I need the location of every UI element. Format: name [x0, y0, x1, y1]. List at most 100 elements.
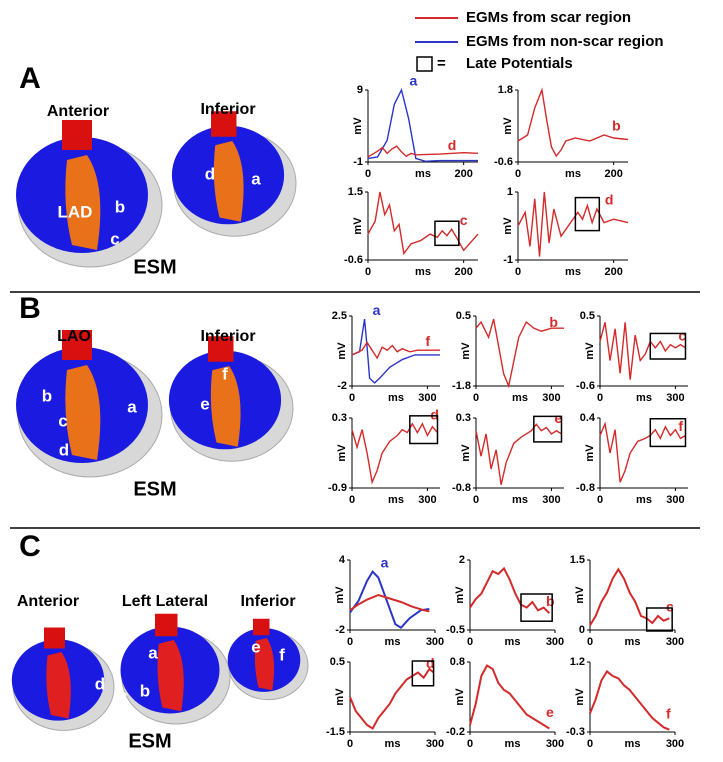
- y-tick-label: -0.8: [576, 482, 595, 494]
- x-tick-label: 300: [666, 636, 684, 648]
- trace-label: f: [666, 705, 671, 721]
- map-label: ESM: [133, 256, 176, 278]
- trace-label: a: [409, 73, 417, 89]
- y-tick-label: 4: [339, 554, 346, 566]
- y-axis-label: mV: [502, 217, 514, 235]
- x-tick-label: 300: [418, 494, 436, 506]
- region-label: e: [251, 637, 260, 656]
- y-tick-label: -0.8: [452, 482, 471, 494]
- legend-label: Late Potentials: [466, 55, 573, 72]
- y-tick-label: 1.5: [570, 554, 585, 566]
- panel-letter: C: [19, 530, 41, 563]
- x-tick-label: 0: [515, 266, 521, 278]
- view-title: Anterior: [47, 103, 109, 120]
- view-title: LAO: [57, 328, 91, 345]
- x-tick-label: 200: [454, 168, 472, 180]
- x-axis-label: ms: [636, 494, 652, 506]
- y-tick-label: 2.5: [332, 310, 347, 322]
- y-axis-label: mV: [334, 688, 346, 706]
- x-axis-label: ms: [512, 392, 528, 404]
- region-label: c: [58, 411, 67, 430]
- trace-label: c: [460, 212, 468, 228]
- x-tick-label: 300: [546, 738, 564, 750]
- x-axis-label: ms: [388, 494, 404, 506]
- x-tick-label: 300: [542, 494, 560, 506]
- y-tick-label: -1.8: [452, 380, 471, 392]
- y-tick-label: -0.6: [576, 380, 595, 392]
- x-axis-label: ms: [625, 738, 641, 750]
- region-label: c: [118, 686, 127, 705]
- trace-label: f: [425, 333, 430, 349]
- region-label: d: [95, 674, 105, 693]
- x-tick-label: 300: [426, 738, 444, 750]
- y-tick-label: 0.4: [580, 412, 596, 424]
- region-label: a: [127, 397, 137, 416]
- panel-letter: B: [19, 292, 41, 325]
- x-axis-label: ms: [565, 266, 581, 278]
- x-axis-label: ms: [385, 738, 401, 750]
- y-axis-label: mV: [336, 444, 348, 462]
- y-tick-label: -0.6: [344, 254, 363, 266]
- y-tick-label: -0.6: [494, 156, 513, 168]
- x-tick-label: 200: [454, 266, 472, 278]
- y-tick-label: 0.3: [456, 412, 471, 424]
- x-axis-label: ms: [388, 392, 404, 404]
- region-label: f: [279, 645, 285, 664]
- region-label: b: [115, 197, 125, 216]
- region-label: c: [110, 229, 119, 248]
- x-tick-label: 0: [587, 636, 593, 648]
- trace-label: a: [381, 554, 389, 570]
- y-axis-label: mV: [352, 217, 364, 235]
- map-label: ESM: [128, 730, 171, 752]
- region-label: d: [205, 164, 215, 183]
- x-axis-label: ms: [565, 168, 581, 180]
- x-tick-label: 0: [515, 168, 521, 180]
- region-label: a: [148, 643, 158, 662]
- y-tick-label: -1.5: [326, 726, 345, 738]
- view-title: Inferior: [200, 101, 255, 118]
- x-axis-label: ms: [385, 636, 401, 648]
- region-label: f: [222, 364, 228, 383]
- x-tick-label: 0: [597, 392, 603, 404]
- legend-label: EGMs from scar region: [466, 9, 631, 26]
- x-tick-label: 200: [604, 266, 622, 278]
- x-tick-label: 300: [546, 636, 564, 648]
- y-tick-label: 1.2: [570, 656, 585, 668]
- y-tick-label: -0.5: [446, 624, 465, 636]
- vessel: [253, 619, 270, 636]
- region-label: b: [42, 386, 52, 405]
- trace-label: d: [448, 137, 457, 153]
- x-tick-label: 0: [473, 494, 479, 506]
- x-tick-label: 0: [467, 738, 473, 750]
- y-tick-label: 1.5: [348, 186, 363, 198]
- trace-label: d: [605, 192, 614, 208]
- x-tick-label: 0: [365, 266, 371, 278]
- y-tick-label: -0.3: [566, 726, 585, 738]
- trace-label: b: [546, 593, 555, 609]
- x-axis-label: ms: [512, 494, 528, 506]
- y-axis-label: mV: [454, 586, 466, 604]
- y-tick-label: 1: [507, 186, 513, 198]
- x-tick-label: 300: [418, 392, 436, 404]
- x-tick-label: 0: [473, 392, 479, 404]
- panel-letter: A: [19, 62, 41, 95]
- y-tick-label: -1: [353, 156, 363, 168]
- trace-label: b: [612, 118, 621, 134]
- y-tick-label: 0.5: [580, 310, 595, 322]
- y-axis-label: mV: [574, 586, 586, 604]
- legend-sign: =: [437, 55, 446, 72]
- view-title: Inferior: [240, 593, 295, 610]
- y-axis-label: mV: [460, 342, 472, 360]
- view-title: Inferior: [200, 328, 255, 345]
- x-axis-label: ms: [415, 168, 431, 180]
- x-axis-label: ms: [415, 266, 431, 278]
- region-label: LAD: [58, 202, 93, 221]
- trace-label: e: [546, 704, 554, 720]
- x-tick-label: 0: [587, 738, 593, 750]
- trace-label: f: [678, 418, 683, 434]
- x-tick-label: 0: [597, 494, 603, 506]
- vessel: [62, 120, 92, 150]
- y-tick-label: -1: [503, 254, 513, 266]
- y-axis-label: mV: [334, 586, 346, 604]
- y-axis-label: mV: [574, 688, 586, 706]
